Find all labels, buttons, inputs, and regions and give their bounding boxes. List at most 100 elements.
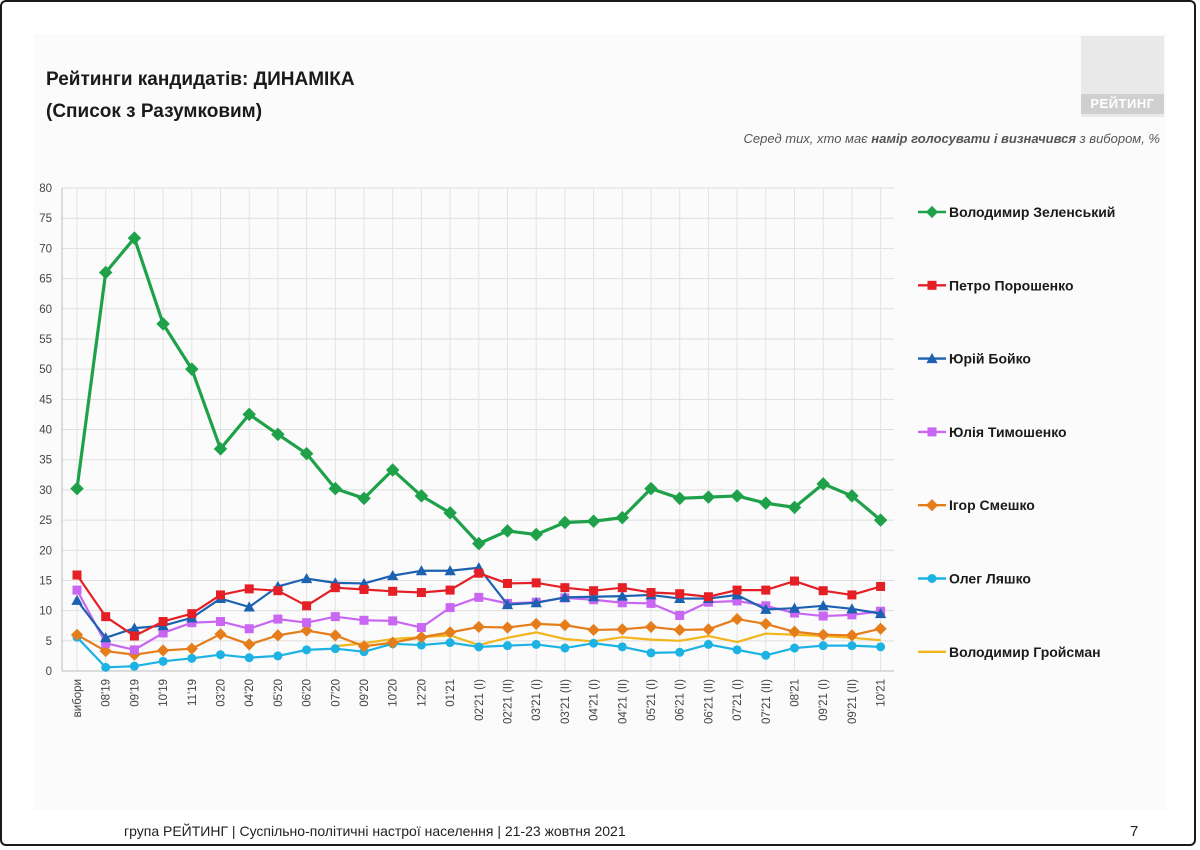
series-point <box>474 592 484 602</box>
series-point <box>589 638 599 648</box>
x-tick-label: 10'20 <box>388 679 400 707</box>
slide-background <box>34 34 1166 810</box>
series-point <box>302 618 312 628</box>
x-tick-label: 10'21 <box>876 679 888 707</box>
slide-footer: група РЕЙТИНГ | Суспільно-політичні наст… <box>124 823 626 839</box>
rating-logo-text: РЕЙТИНГ <box>1081 94 1164 114</box>
series-point <box>790 643 799 653</box>
series-point <box>445 638 455 648</box>
series-point <box>187 653 197 663</box>
legend-marker <box>927 427 937 437</box>
slide-title: Рейтинги кандидатів: ДИНАМІКА (Список з … <box>46 64 355 128</box>
x-tick-label: 07'20 <box>330 679 342 707</box>
subtitle-bold: намір голосувати і визначився <box>871 131 1077 146</box>
series-point <box>559 591 571 602</box>
series-point <box>273 586 283 596</box>
series-point <box>873 513 888 527</box>
series-point <box>644 620 658 634</box>
series-point <box>646 588 656 598</box>
series-point <box>214 628 227 641</box>
series-point <box>530 597 542 608</box>
series-point <box>187 609 197 619</box>
series-point <box>445 603 455 613</box>
x-tick-label: 04'21 (II) <box>617 679 629 724</box>
x-tick-label: 05'20 <box>273 679 285 707</box>
x-tick-label: вибори <box>72 679 84 717</box>
x-tick-label: 08'19 <box>101 679 113 707</box>
series-point <box>876 581 886 591</box>
series-point <box>530 617 543 630</box>
x-tick-label: 09'19 <box>129 679 141 707</box>
series-point <box>587 591 600 602</box>
series-point <box>846 603 858 614</box>
series-point <box>271 629 284 642</box>
series-point <box>617 598 627 608</box>
x-tick-label: 07'21 (I) <box>732 679 744 721</box>
series-point <box>874 622 887 635</box>
series-point <box>359 584 369 594</box>
x-tick-label: 09'20 <box>359 679 371 707</box>
series-point <box>788 602 801 613</box>
series-point <box>416 588 426 598</box>
series-point <box>646 598 656 608</box>
series-point <box>672 491 687 506</box>
series-point <box>787 500 802 515</box>
series-point <box>357 491 371 506</box>
series-point <box>732 596 742 606</box>
series-point <box>415 631 428 644</box>
series-point <box>586 514 601 529</box>
series-point <box>72 585 82 595</box>
series-point <box>817 628 830 641</box>
x-tick-label: 12'20 <box>416 679 428 707</box>
x-tick-label: 10'19 <box>158 679 170 707</box>
series-point <box>329 629 342 642</box>
x-tick-label: 03'21 (II) <box>560 679 572 724</box>
series-point <box>847 641 857 651</box>
series-point <box>300 624 313 637</box>
series-point <box>472 536 486 551</box>
series-point <box>845 629 858 642</box>
legend-label: Володимир Гройсман <box>949 644 1101 660</box>
series-point <box>617 642 627 652</box>
series-point <box>213 442 228 456</box>
series-point <box>788 625 801 638</box>
y-tick-label: 35 <box>39 455 52 467</box>
x-tick-label: 03'21 (I) <box>531 679 543 721</box>
legend-marker <box>927 280 937 290</box>
series-point <box>386 636 399 649</box>
x-tick-label: 09'21 (II) <box>847 679 859 724</box>
series-point <box>72 570 82 580</box>
y-tick-label: 70 <box>39 243 52 255</box>
series-point <box>615 510 630 525</box>
series-point <box>501 598 514 610</box>
series-point <box>416 623 426 633</box>
series-point <box>244 584 254 594</box>
series-point <box>675 589 685 599</box>
series-point <box>70 481 84 496</box>
series-point <box>273 651 283 661</box>
series-point <box>216 590 225 600</box>
y-tick-label: 5 <box>46 636 52 648</box>
series-point <box>529 527 543 542</box>
series-point <box>385 463 400 477</box>
legend-label: Петро Порошенко <box>949 277 1074 293</box>
series-point <box>474 642 484 652</box>
y-tick-label: 40 <box>39 425 52 437</box>
subtitle-pre: Серед тих, хто має <box>743 131 872 146</box>
series-point <box>646 648 656 658</box>
series-point <box>443 506 457 520</box>
series-point <box>244 624 254 634</box>
legend-marker <box>925 499 939 512</box>
series-point <box>414 489 429 503</box>
series-point <box>702 623 715 636</box>
series-point <box>732 645 742 655</box>
series-point <box>617 583 627 593</box>
series-point <box>444 565 456 576</box>
y-tick-label: 45 <box>39 394 52 406</box>
series-point <box>71 594 83 605</box>
series-point <box>158 616 168 626</box>
series-point <box>701 490 716 504</box>
series-point <box>158 628 168 638</box>
x-tick-label: 11'19 <box>187 679 199 706</box>
series-point <box>101 662 111 672</box>
